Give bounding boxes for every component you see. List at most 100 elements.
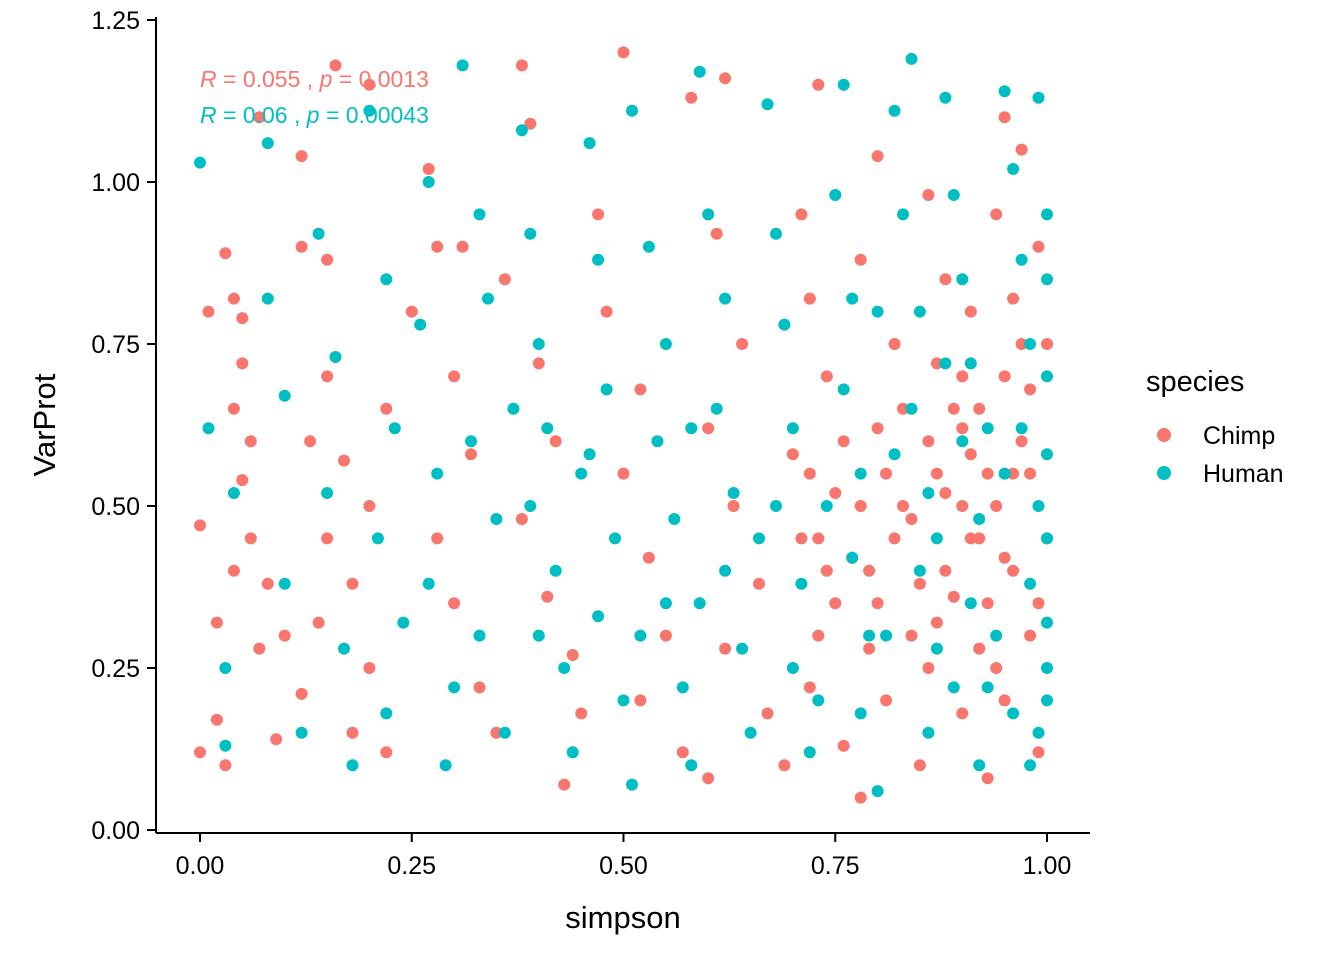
data-point-human	[1041, 662, 1053, 674]
data-point-chimp	[981, 772, 994, 785]
data-point-human	[541, 422, 554, 435]
data-point-human	[1041, 448, 1053, 461]
x-axis-ticks: 0.00 0.25 0.50 0.75 1.00	[176, 833, 1071, 880]
data-point-human	[295, 726, 308, 739]
data-point-chimp	[973, 642, 986, 655]
data-point-human	[930, 642, 943, 655]
data-point-chimp	[244, 532, 257, 545]
data-point-chimp	[1015, 338, 1028, 350]
data-point-human	[693, 65, 706, 78]
x-tick-label: 0.00	[176, 852, 225, 880]
data-point-human	[888, 104, 901, 117]
data-point-human	[515, 124, 528, 137]
data-point-chimp	[431, 240, 444, 253]
data-point-chimp	[854, 253, 867, 266]
data-point-human	[761, 98, 774, 111]
data-point-chimp	[346, 726, 359, 739]
data-point-human	[964, 357, 977, 370]
data-point-chimp	[219, 247, 232, 260]
data-point-human	[905, 402, 918, 415]
data-point-chimp	[558, 778, 571, 791]
data-point-human	[422, 176, 435, 188]
data-point-chimp	[575, 707, 588, 720]
data-point-chimp	[956, 370, 969, 383]
data-point-human	[1007, 163, 1020, 175]
data-point-human	[261, 292, 274, 305]
data-point-human	[414, 318, 427, 331]
data-point-chimp	[803, 292, 816, 305]
data-point-chimp	[964, 532, 977, 545]
data-point-chimp	[338, 454, 350, 467]
data-point-chimp	[803, 681, 816, 694]
data-point-human	[592, 610, 605, 623]
data-point-chimp	[795, 208, 808, 221]
data-point-human	[676, 681, 689, 694]
data-point-human	[719, 564, 732, 577]
data-point-chimp	[990, 500, 1003, 512]
data-point-chimp	[541, 590, 554, 603]
data-point-human	[922, 726, 935, 739]
data-point-human	[202, 422, 215, 435]
y-tick-label: 0.75	[91, 331, 140, 359]
legend-entries: Chimp Human	[1157, 422, 1284, 488]
data-point-chimp	[219, 759, 232, 772]
data-point-human	[947, 189, 960, 201]
data-point-chimp	[304, 435, 317, 448]
data-point-human	[685, 422, 698, 435]
data-point-chimp	[456, 240, 469, 253]
data-point-human	[371, 532, 384, 545]
data-point-human	[227, 487, 240, 499]
data-point-human	[634, 629, 647, 642]
data-point-human	[397, 616, 410, 629]
data-point-human	[380, 273, 393, 286]
data-point-chimp	[837, 435, 850, 448]
data-point-chimp	[236, 474, 249, 487]
data-point-chimp	[998, 551, 1011, 564]
data-point-chimp	[1032, 746, 1045, 759]
data-point-human	[871, 785, 884, 798]
data-point-human	[312, 227, 325, 240]
data-point-chimp	[261, 577, 274, 590]
data-point-human	[744, 726, 757, 739]
data-point-human	[795, 577, 808, 590]
data-point-human	[1041, 273, 1053, 286]
data-point-chimp	[888, 338, 901, 350]
data-point-chimp	[515, 59, 528, 72]
data-point-chimp	[1041, 338, 1053, 350]
data-point-human	[532, 629, 545, 642]
data-point-chimp	[566, 649, 579, 661]
data-point-chimp	[736, 338, 749, 350]
data-point-chimp	[227, 564, 240, 577]
data-point-human	[422, 577, 435, 590]
data-point-human	[524, 500, 537, 512]
data-point-chimp	[871, 422, 884, 435]
data-point-human	[964, 597, 977, 610]
data-point-chimp	[473, 681, 486, 694]
data-point-human	[1024, 759, 1037, 772]
data-point-human	[854, 467, 867, 480]
data-point-chimp	[812, 629, 825, 642]
data-point-chimp	[939, 273, 952, 286]
data-point-human	[863, 629, 876, 642]
data-point-chimp	[1007, 467, 1020, 480]
data-point-human	[439, 759, 452, 772]
data-point-chimp	[719, 642, 732, 655]
data-point-chimp	[888, 532, 901, 545]
data-point-chimp	[1024, 467, 1037, 480]
data-point-human	[498, 726, 511, 739]
data-point-human	[532, 338, 545, 350]
data-point-human	[939, 357, 952, 370]
data-point-human	[727, 487, 740, 499]
data-point-human	[659, 597, 672, 610]
data-point-chimp	[998, 111, 1011, 124]
data-point-chimp	[930, 616, 943, 629]
data-point-human	[1032, 500, 1045, 512]
correlation-annotations: R = 0.055 , p = 0.0013 R = 0.06 , p = 0.0…	[200, 66, 429, 128]
data-point-chimp	[227, 402, 240, 415]
data-point-chimp	[973, 532, 986, 545]
data-point-human	[820, 500, 833, 512]
data-point-human	[329, 351, 342, 363]
data-point-chimp	[1032, 597, 1045, 610]
data-point-chimp	[930, 467, 943, 480]
